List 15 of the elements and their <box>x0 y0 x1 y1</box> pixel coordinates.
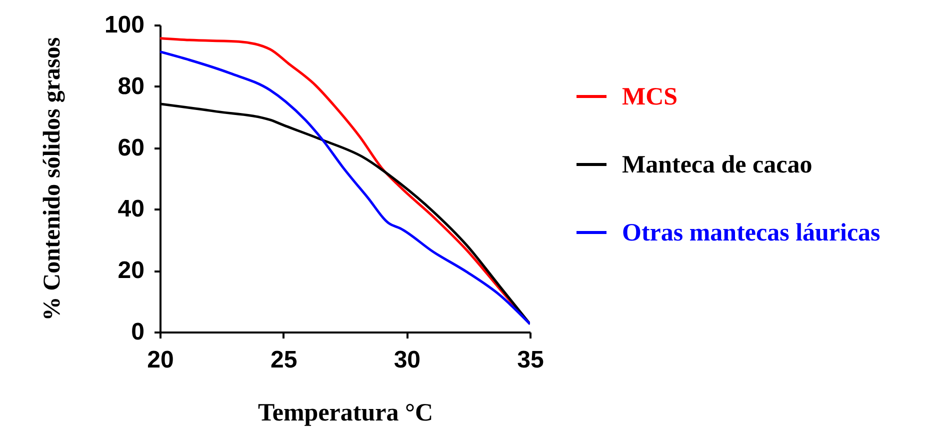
x-axis-title: Temperatura °C <box>258 400 434 426</box>
legend-label: Manteca de cacao <box>622 152 812 178</box>
x-tick-label: 30 <box>394 346 421 374</box>
y-tick-label: 0 <box>131 318 144 346</box>
x-tick-label: 35 <box>517 346 544 374</box>
legend-label: MCS <box>622 84 678 110</box>
y-tick-label: 60 <box>118 134 144 162</box>
y-tick-label: 40 <box>118 196 144 223</box>
legend-label: Otras mantecas láuricas <box>622 220 881 246</box>
y-tick-label: 20 <box>118 257 144 284</box>
x-tick-label: 25 <box>270 346 298 374</box>
y-tick-label: 80 <box>118 72 144 100</box>
y-axis-title: % Contenido sólidos grasos <box>39 37 66 321</box>
x-tick-label: 20 <box>147 346 174 374</box>
y-tick-label: 100 <box>104 12 144 38</box>
